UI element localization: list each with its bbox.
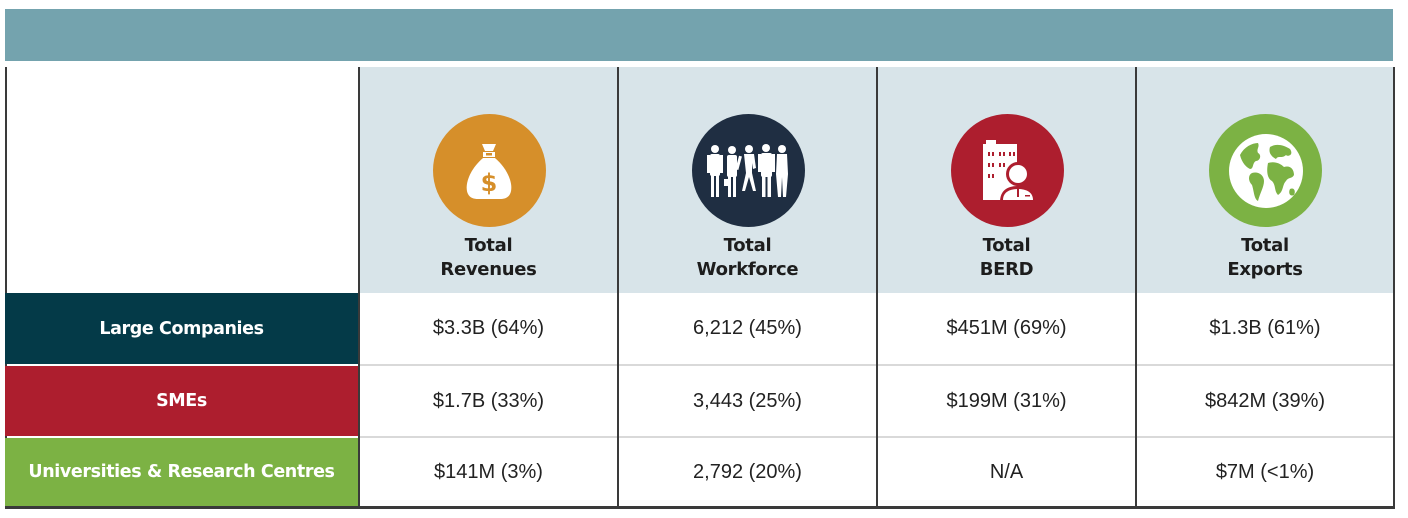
column-divider	[1135, 67, 1137, 509]
column-header-revenues: $ Total Revenues	[360, 67, 617, 293]
globe-icon	[1209, 114, 1322, 227]
cell-universities-exports: $7M (<1%)	[1215, 460, 1315, 483]
cell-smes-exports: $842M (39%)	[1204, 389, 1326, 412]
column-divider	[617, 67, 619, 509]
cell-smes-workforce: 3,443 (25%)	[693, 389, 802, 412]
table-bottom-border	[5, 506, 1395, 509]
cell-universities-berd: N/A	[989, 460, 1024, 483]
table-left-border	[5, 67, 7, 509]
building-person-icon	[950, 114, 1064, 227]
summary-table: $ Total Revenues Total Workforce	[5, 67, 1395, 509]
column-header-berd: Total BERD	[878, 67, 1135, 293]
column-header-label: Total Workforce	[696, 235, 799, 280]
cell-large-exports: $1.3B (61%)	[1209, 317, 1321, 339]
cell-large-workforce: 6,212 (45%)	[693, 317, 802, 339]
cell-large-revenues: $3.3B (64%)	[432, 317, 545, 339]
column-header-label: Total BERD	[979, 235, 1034, 280]
svg-text:$: $	[481, 169, 498, 197]
table-right-border	[1393, 67, 1395, 509]
cell-smes-revenues: $1.7B (33%)	[432, 389, 545, 412]
row-label-large-companies: Large Companies	[5, 293, 358, 364]
cell-universities-workforce: 2,792 (20%)	[693, 460, 802, 483]
money-bag-icon: $	[432, 114, 546, 227]
column-divider	[876, 67, 878, 509]
people-group-icon	[691, 114, 805, 227]
cell-universities-revenues: $141M (3%)	[434, 460, 543, 483]
row-label-universities: Universities & Research Centres	[5, 438, 358, 506]
column-header-label: Total Revenues	[440, 235, 537, 280]
cell-large-berd: $451M (69%)	[946, 317, 1067, 339]
column-header-label: Total Exports	[1227, 235, 1303, 280]
title-banner	[5, 9, 1393, 61]
row-label-smes: SMEs	[5, 366, 358, 436]
cell-smes-berd: $199M (31%)	[946, 389, 1067, 412]
column-divider	[358, 67, 360, 509]
column-header-workforce: Total Workforce	[619, 67, 876, 293]
column-header-exports: Total Exports	[1137, 67, 1393, 293]
